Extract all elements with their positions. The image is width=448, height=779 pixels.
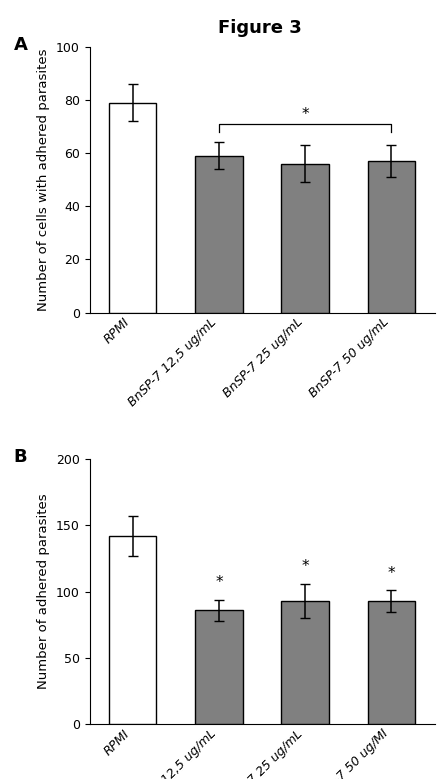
Bar — [368, 161, 415, 312]
Text: *: * — [215, 575, 223, 590]
Bar — [195, 156, 243, 312]
Y-axis label: Number of cells with adhered parasites: Number of cells with adhered parasites — [38, 48, 51, 311]
Bar — [195, 610, 243, 724]
Bar — [281, 164, 329, 312]
Text: *: * — [302, 108, 309, 122]
Text: *: * — [302, 559, 309, 574]
Bar — [368, 601, 415, 724]
Y-axis label: Number of adhered parasites: Number of adhered parasites — [38, 494, 51, 689]
Bar — [109, 536, 156, 724]
Bar — [281, 601, 329, 724]
Text: *: * — [388, 566, 395, 581]
Text: Figure 3: Figure 3 — [218, 19, 302, 37]
Bar — [109, 103, 156, 312]
Text: A: A — [14, 36, 28, 54]
Text: B: B — [14, 448, 27, 466]
